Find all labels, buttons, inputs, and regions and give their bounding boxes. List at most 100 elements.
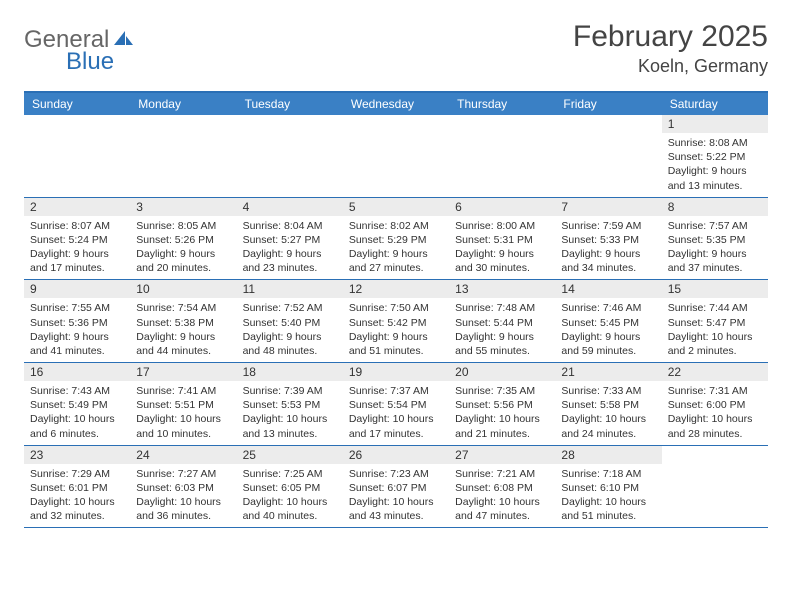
- day-details: Sunrise: 7:46 AMSunset: 5:45 PMDaylight:…: [555, 298, 661, 362]
- day-number: 19: [343, 363, 449, 381]
- day-header-saturday: Saturday: [662, 93, 768, 115]
- daylight-text: Daylight: 10 hours and 10 minutes.: [136, 412, 230, 440]
- day-details: Sunrise: 7:23 AMSunset: 6:07 PMDaylight:…: [343, 464, 449, 528]
- day-number: 15: [662, 280, 768, 298]
- calendar-cell: 5Sunrise: 8:02 AMSunset: 5:29 PMDaylight…: [343, 198, 449, 280]
- calendar-cell: 13Sunrise: 7:48 AMSunset: 5:44 PMDayligh…: [449, 280, 555, 362]
- daylight-text: Daylight: 10 hours and 43 minutes.: [349, 495, 443, 523]
- day-number: 11: [237, 280, 343, 298]
- sunset-text: Sunset: 5:26 PM: [136, 233, 230, 247]
- day-details: Sunrise: 7:48 AMSunset: 5:44 PMDaylight:…: [449, 298, 555, 362]
- logo-sail-icon: [113, 30, 135, 46]
- day-details: Sunrise: 7:25 AMSunset: 6:05 PMDaylight:…: [237, 464, 343, 528]
- sunrise-text: Sunrise: 7:57 AM: [668, 219, 762, 233]
- sunrise-text: Sunrise: 7:54 AM: [136, 301, 230, 315]
- sunrise-text: Sunrise: 7:41 AM: [136, 384, 230, 398]
- day-number: 23: [24, 446, 130, 464]
- week-row: 9Sunrise: 7:55 AMSunset: 5:36 PMDaylight…: [24, 280, 768, 363]
- daylight-text: Daylight: 9 hours and 59 minutes.: [561, 330, 655, 358]
- day-details: Sunrise: 7:59 AMSunset: 5:33 PMDaylight:…: [555, 216, 661, 280]
- daylight-text: Daylight: 9 hours and 55 minutes.: [455, 330, 549, 358]
- daylight-text: Daylight: 9 hours and 37 minutes.: [668, 247, 762, 275]
- sunset-text: Sunset: 5:35 PM: [668, 233, 762, 247]
- day-number: 17: [130, 363, 236, 381]
- calendar-cell-blank: [449, 115, 555, 197]
- sunrise-text: Sunrise: 7:55 AM: [30, 301, 124, 315]
- day-details: Sunrise: 7:57 AMSunset: 5:35 PMDaylight:…: [662, 216, 768, 280]
- sunrise-text: Sunrise: 7:46 AM: [561, 301, 655, 315]
- sunset-text: Sunset: 6:00 PM: [668, 398, 762, 412]
- daylight-text: Daylight: 10 hours and 51 minutes.: [561, 495, 655, 523]
- daylight-text: Daylight: 9 hours and 41 minutes.: [30, 330, 124, 358]
- calendar-cell: 1Sunrise: 8:08 AMSunset: 5:22 PMDaylight…: [662, 115, 768, 197]
- calendar-cell: 17Sunrise: 7:41 AMSunset: 5:51 PMDayligh…: [130, 363, 236, 445]
- sunset-text: Sunset: 5:27 PM: [243, 233, 337, 247]
- sunrise-text: Sunrise: 7:25 AM: [243, 467, 337, 481]
- sunset-text: Sunset: 6:07 PM: [349, 481, 443, 495]
- sunrise-text: Sunrise: 8:07 AM: [30, 219, 124, 233]
- daylight-text: Daylight: 9 hours and 17 minutes.: [30, 247, 124, 275]
- sunset-text: Sunset: 5:31 PM: [455, 233, 549, 247]
- sunrise-text: Sunrise: 7:44 AM: [668, 301, 762, 315]
- day-details: Sunrise: 7:50 AMSunset: 5:42 PMDaylight:…: [343, 298, 449, 362]
- calendar-cell: 14Sunrise: 7:46 AMSunset: 5:45 PMDayligh…: [555, 280, 661, 362]
- sunrise-text: Sunrise: 7:31 AM: [668, 384, 762, 398]
- calendar-cell: 23Sunrise: 7:29 AMSunset: 6:01 PMDayligh…: [24, 446, 130, 528]
- sunrise-text: Sunrise: 7:18 AM: [561, 467, 655, 481]
- day-details: Sunrise: 8:00 AMSunset: 5:31 PMDaylight:…: [449, 216, 555, 280]
- day-number: 26: [343, 446, 449, 464]
- day-details: Sunrise: 7:31 AMSunset: 6:00 PMDaylight:…: [662, 381, 768, 445]
- week-row: 2Sunrise: 8:07 AMSunset: 5:24 PMDaylight…: [24, 198, 768, 281]
- day-number: 18: [237, 363, 343, 381]
- calendar-cell: 2Sunrise: 8:07 AMSunset: 5:24 PMDaylight…: [24, 198, 130, 280]
- day-details: Sunrise: 7:29 AMSunset: 6:01 PMDaylight:…: [24, 464, 130, 528]
- daylight-text: Daylight: 10 hours and 13 minutes.: [243, 412, 337, 440]
- daylight-text: Daylight: 9 hours and 34 minutes.: [561, 247, 655, 275]
- sunset-text: Sunset: 5:53 PM: [243, 398, 337, 412]
- calendar-cell: 27Sunrise: 7:21 AMSunset: 6:08 PMDayligh…: [449, 446, 555, 528]
- sunset-text: Sunset: 6:05 PM: [243, 481, 337, 495]
- week-row: 1Sunrise: 8:08 AMSunset: 5:22 PMDaylight…: [24, 115, 768, 198]
- title-block: February 2025 Koeln, Germany: [573, 20, 768, 77]
- calendar-cell: 25Sunrise: 7:25 AMSunset: 6:05 PMDayligh…: [237, 446, 343, 528]
- day-details: Sunrise: 7:52 AMSunset: 5:40 PMDaylight:…: [237, 298, 343, 362]
- day-number: 13: [449, 280, 555, 298]
- day-number: 8: [662, 198, 768, 216]
- sunset-text: Sunset: 6:01 PM: [30, 481, 124, 495]
- day-details: Sunrise: 7:33 AMSunset: 5:58 PMDaylight:…: [555, 381, 661, 445]
- sunrise-text: Sunrise: 7:39 AM: [243, 384, 337, 398]
- day-details: Sunrise: 7:27 AMSunset: 6:03 PMDaylight:…: [130, 464, 236, 528]
- day-details: Sunrise: 8:08 AMSunset: 5:22 PMDaylight:…: [662, 133, 768, 197]
- daylight-text: Daylight: 10 hours and 6 minutes.: [30, 412, 124, 440]
- day-details: Sunrise: 7:54 AMSunset: 5:38 PMDaylight:…: [130, 298, 236, 362]
- sunrise-text: Sunrise: 7:23 AM: [349, 467, 443, 481]
- sunset-text: Sunset: 5:49 PM: [30, 398, 124, 412]
- calendar-cell: 28Sunrise: 7:18 AMSunset: 6:10 PMDayligh…: [555, 446, 661, 528]
- sunset-text: Sunset: 5:38 PM: [136, 316, 230, 330]
- day-number: 25: [237, 446, 343, 464]
- day-number: 5: [343, 198, 449, 216]
- day-details: Sunrise: 7:44 AMSunset: 5:47 PMDaylight:…: [662, 298, 768, 362]
- calendar-cell: 20Sunrise: 7:35 AMSunset: 5:56 PMDayligh…: [449, 363, 555, 445]
- calendar-cell: 11Sunrise: 7:52 AMSunset: 5:40 PMDayligh…: [237, 280, 343, 362]
- daylight-text: Daylight: 10 hours and 17 minutes.: [349, 412, 443, 440]
- sunrise-text: Sunrise: 8:05 AM: [136, 219, 230, 233]
- sunset-text: Sunset: 6:08 PM: [455, 481, 549, 495]
- location: Koeln, Germany: [573, 56, 768, 77]
- sunrise-text: Sunrise: 7:50 AM: [349, 301, 443, 315]
- calendar-cell: 6Sunrise: 8:00 AMSunset: 5:31 PMDaylight…: [449, 198, 555, 280]
- calendar: SundayMondayTuesdayWednesdayThursdayFrid…: [24, 91, 768, 528]
- calendar-cell: 10Sunrise: 7:54 AMSunset: 5:38 PMDayligh…: [130, 280, 236, 362]
- sunset-text: Sunset: 5:33 PM: [561, 233, 655, 247]
- calendar-cell-blank: [662, 446, 768, 528]
- day-details: Sunrise: 8:02 AMSunset: 5:29 PMDaylight:…: [343, 216, 449, 280]
- sunrise-text: Sunrise: 8:04 AM: [243, 219, 337, 233]
- sunset-text: Sunset: 5:54 PM: [349, 398, 443, 412]
- day-number: 21: [555, 363, 661, 381]
- calendar-cell: 4Sunrise: 8:04 AMSunset: 5:27 PMDaylight…: [237, 198, 343, 280]
- sunset-text: Sunset: 5:36 PM: [30, 316, 124, 330]
- sunrise-text: Sunrise: 7:21 AM: [455, 467, 549, 481]
- day-details: Sunrise: 8:07 AMSunset: 5:24 PMDaylight:…: [24, 216, 130, 280]
- calendar-cell-blank: [343, 115, 449, 197]
- calendar-cell: 9Sunrise: 7:55 AMSunset: 5:36 PMDaylight…: [24, 280, 130, 362]
